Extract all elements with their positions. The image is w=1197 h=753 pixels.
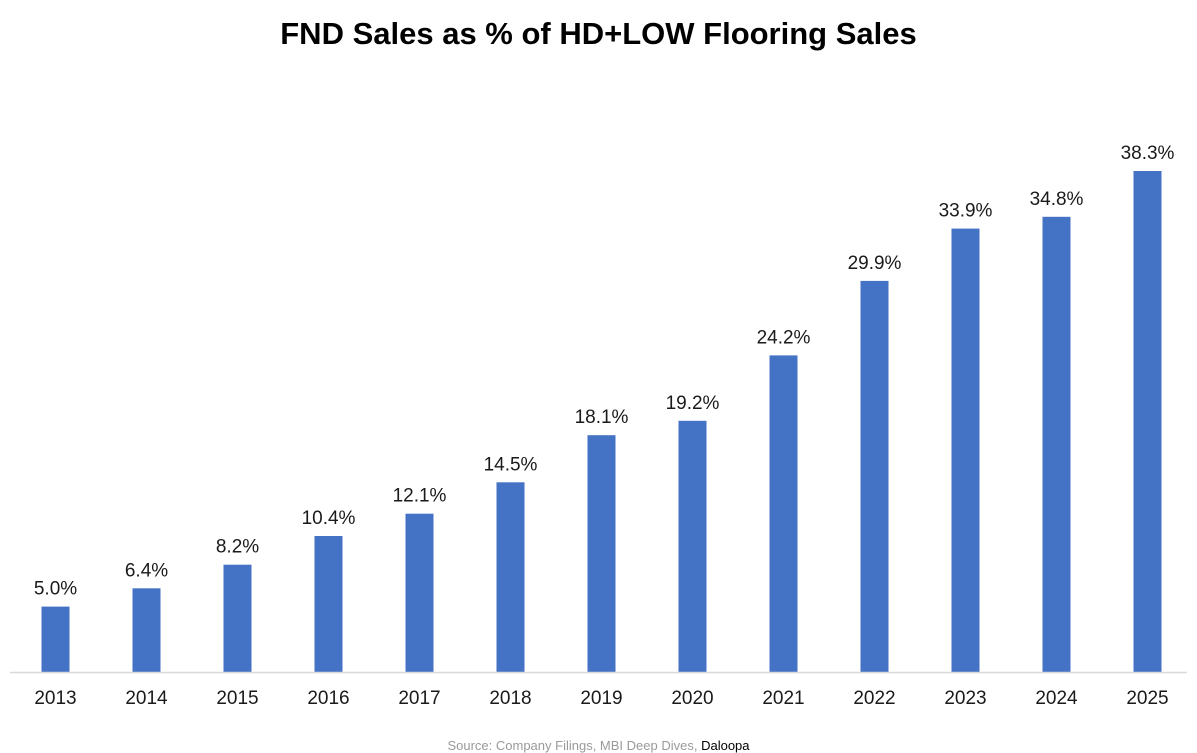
data-label-2015: 8.2% <box>216 537 259 558</box>
source-note: Source: Company Filings, MBI Deep Dives,… <box>0 738 1197 753</box>
x-tick-label-2021: 2021 <box>762 688 804 709</box>
x-tick-group: 2013 2014 2015 2016 2017 2018 2019 2020 2021 2022… <box>34 688 1168 709</box>
bar-2013 <box>41 606 70 672</box>
data-label-2021: 24.2% <box>757 327 811 348</box>
source-brand-link[interactable]: Daloopa <box>701 738 750 753</box>
bar-2015 <box>223 564 252 672</box>
data-label-2019: 18.1% <box>575 407 629 428</box>
data-label-2022: 29.9% <box>848 253 902 274</box>
data-label-2013: 5.0% <box>34 579 77 600</box>
data-label-2016: 10.4% <box>302 508 356 529</box>
x-tick-label-2017: 2017 <box>398 688 440 709</box>
data-label-group: 5.0% 6.4% 8.2% 10.4% 12.1% 14.5% 18.1% 19.2% 24.… <box>34 143 1175 600</box>
source-text: Source: Company Filings, MBI Deep Dives, <box>447 738 702 753</box>
data-label-2023: 33.9% <box>939 201 993 222</box>
bar-group <box>41 171 1162 673</box>
bar-2021 <box>769 355 798 672</box>
data-label-2018: 14.5% <box>484 454 538 475</box>
x-tick-label-2018: 2018 <box>489 688 531 709</box>
chart-title: FND Sales as % of HD+LOW Flooring Sales <box>280 16 917 51</box>
bar-2023 <box>951 228 980 672</box>
data-label-2017: 12.1% <box>393 486 447 507</box>
data-label-2025: 38.3% <box>1121 143 1175 164</box>
bar-2014 <box>132 588 161 672</box>
bar-2016 <box>314 536 343 672</box>
data-label-2024: 34.8% <box>1030 189 1084 210</box>
x-tick-label-2023: 2023 <box>944 688 986 709</box>
x-tick-label-2016: 2016 <box>307 688 349 709</box>
data-label-2020: 19.2% <box>666 393 720 414</box>
x-tick-label-2014: 2014 <box>125 688 168 709</box>
x-tick-label-2013: 2013 <box>34 688 76 709</box>
x-tick-label-2020: 2020 <box>671 688 713 709</box>
data-label-2014: 6.4% <box>125 560 168 581</box>
bar-2020 <box>678 420 707 672</box>
x-tick-label-2015: 2015 <box>216 688 258 709</box>
bar-2017 <box>405 513 434 672</box>
bar-2022 <box>860 280 889 672</box>
x-tick-label-2025: 2025 <box>1126 688 1168 709</box>
bar-2018 <box>496 482 525 672</box>
chart-plot-area: 5.0% 6.4% 8.2% 10.4% 12.1% 14.5% 18.1% 19.2% 24.… <box>10 143 1187 709</box>
bar-2025 <box>1133 171 1162 672</box>
bar-2024 <box>1042 216 1071 673</box>
x-tick-label-2024: 2024 <box>1035 688 1078 709</box>
x-tick-label-2022: 2022 <box>853 688 895 709</box>
bar-2019 <box>587 435 616 672</box>
x-tick-label-2019: 2019 <box>580 688 622 709</box>
